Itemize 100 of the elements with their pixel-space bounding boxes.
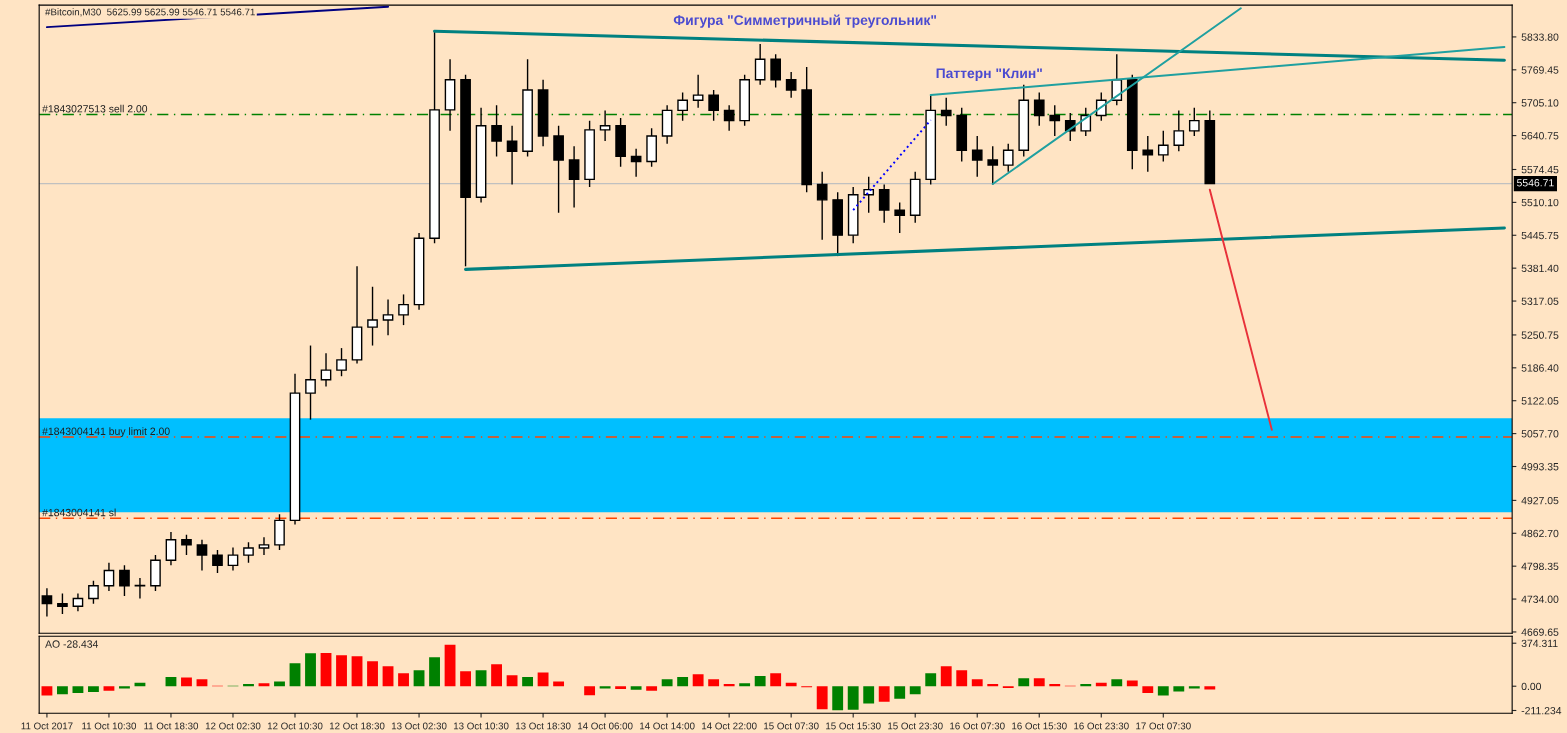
bar bbox=[1033, 678, 1045, 687]
y-tick-label: 4734.00 bbox=[1521, 595, 1559, 603]
x-tick-label: 12 Oct 02:30 bbox=[205, 722, 261, 730]
y-tick-label: 4798.35 bbox=[1521, 562, 1559, 571]
bar bbox=[1126, 680, 1138, 687]
y-tick-label: 4927.05 bbox=[1521, 496, 1559, 505]
x-tick-label: 17 Oct 07:30 bbox=[1136, 722, 1191, 730]
candlestick bbox=[770, 53, 782, 89]
candlestick bbox=[227, 546, 239, 572]
candlestick bbox=[382, 298, 394, 337]
candlestick bbox=[367, 286, 378, 347]
y-tick-label: 5769.45 bbox=[1521, 66, 1559, 74]
bar bbox=[816, 686, 828, 710]
bar bbox=[119, 686, 130, 689]
x-tick-label: 11 Oct 18:30 bbox=[144, 722, 199, 730]
candlestick bbox=[320, 352, 332, 388]
bar bbox=[832, 686, 844, 711]
bar bbox=[630, 686, 642, 690]
candlestick bbox=[1033, 91, 1045, 127]
y-tick-label: 4669.65 bbox=[1521, 628, 1559, 636]
bar bbox=[491, 664, 502, 687]
bar bbox=[460, 671, 471, 687]
candlestick bbox=[103, 562, 115, 592]
x-tick-label: 15 Oct 15:30 bbox=[826, 722, 881, 730]
x-tick-label: 11 Oct 2017 bbox=[21, 722, 73, 730]
bar bbox=[429, 657, 440, 687]
bar bbox=[739, 683, 751, 687]
bar bbox=[615, 686, 627, 690]
bar bbox=[289, 663, 301, 687]
bar bbox=[925, 673, 937, 687]
x-tick-label: 11 Oct 10:30 bbox=[82, 722, 137, 730]
y-tick-label: 5381.40 bbox=[1521, 264, 1559, 273]
candlestick bbox=[878, 183, 890, 224]
bar bbox=[1111, 679, 1123, 687]
x-tick-label: 12 Oct 10:30 bbox=[267, 722, 323, 730]
bar bbox=[1188, 686, 1200, 689]
y-tick-label: 5574.45 bbox=[1521, 166, 1559, 174]
y-tick-label: 5250.75 bbox=[1521, 331, 1559, 339]
y-tick-label: 5705.10 bbox=[1521, 99, 1559, 107]
bar bbox=[41, 686, 53, 696]
bar bbox=[584, 686, 596, 696]
bar bbox=[599, 686, 611, 689]
bar bbox=[367, 661, 378, 687]
bar bbox=[258, 683, 270, 687]
y-tick-label: 5122.05 bbox=[1521, 397, 1559, 405]
y-tick-label: 4993.35 bbox=[1521, 463, 1559, 471]
x-tick-label: 16 Oct 15:30 bbox=[1012, 722, 1067, 730]
candlestick bbox=[243, 541, 254, 564]
bar bbox=[103, 686, 115, 691]
bar bbox=[305, 653, 316, 687]
y-tick-label: 5445.75 bbox=[1521, 231, 1559, 240]
candlestick bbox=[692, 73, 704, 109]
bar bbox=[847, 686, 859, 710]
bar bbox=[1173, 686, 1185, 692]
candlestick bbox=[816, 171, 828, 241]
candlestick bbox=[196, 539, 208, 572]
ref-line-label: #1843004141 buy limit 2.00 bbox=[42, 427, 170, 438]
y-tick-label: 5317.05 bbox=[1521, 297, 1559, 305]
candlestick bbox=[258, 536, 270, 556]
bar bbox=[1018, 678, 1030, 687]
x-tick-label: 13 Oct 02:30 bbox=[391, 722, 447, 730]
x-tick-label: 14 Oct 06:00 bbox=[578, 722, 633, 730]
bar bbox=[382, 666, 394, 687]
candlestick bbox=[181, 533, 192, 556]
y-tick-label: -211.234 bbox=[1521, 706, 1562, 715]
candlestick bbox=[1142, 135, 1154, 173]
bar bbox=[444, 644, 456, 687]
candlestick bbox=[212, 549, 223, 574]
bar bbox=[320, 652, 332, 687]
bar bbox=[398, 673, 409, 687]
candlestick bbox=[305, 344, 316, 421]
bar bbox=[1157, 686, 1169, 696]
bar bbox=[894, 686, 906, 699]
y-tick-label: 374.311 bbox=[1521, 639, 1558, 648]
bar bbox=[677, 677, 689, 687]
candlestick bbox=[165, 531, 177, 567]
bar bbox=[506, 675, 518, 687]
bar bbox=[413, 670, 425, 687]
candlestick bbox=[41, 587, 53, 618]
bar bbox=[708, 679, 720, 687]
bar bbox=[196, 679, 208, 687]
bar bbox=[522, 677, 534, 687]
candlestick bbox=[987, 145, 999, 186]
bar bbox=[754, 675, 766, 687]
y-tick-label: 5186.40 bbox=[1521, 364, 1559, 372]
bar bbox=[692, 674, 704, 687]
x-tick-label: 16 Oct 23:30 bbox=[1074, 722, 1129, 730]
candlestick bbox=[971, 135, 983, 178]
ref-line-label: #1843027513 sell 2.00 bbox=[42, 104, 148, 113]
y-tick-label: 5833.80 bbox=[1521, 33, 1559, 41]
bar bbox=[956, 670, 968, 687]
bar bbox=[336, 655, 347, 687]
bar bbox=[72, 686, 84, 694]
bar bbox=[537, 672, 549, 687]
y-tick-label: 4862.70 bbox=[1521, 529, 1559, 538]
x-tick-label: 16 Oct 07:30 bbox=[950, 722, 1005, 730]
candlestick bbox=[568, 145, 580, 209]
y-tick-label: 5057.70 bbox=[1521, 430, 1559, 438]
bar bbox=[909, 686, 921, 695]
x-tick-label: 13 Oct 10:30 bbox=[453, 722, 509, 730]
